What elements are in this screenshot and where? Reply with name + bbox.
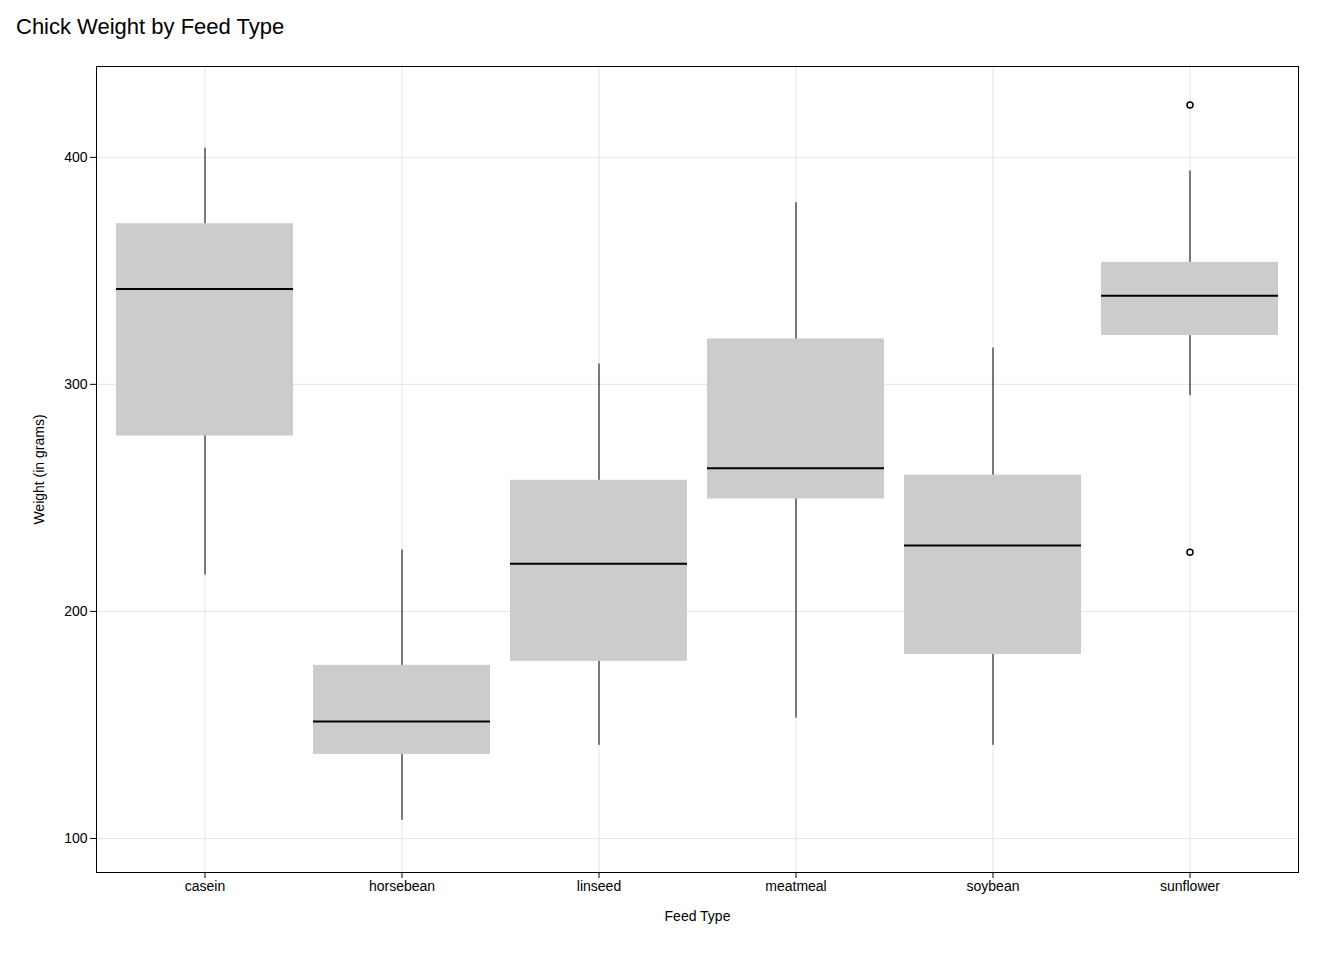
svg-text:sunflower: sunflower xyxy=(1160,878,1220,894)
svg-text:Feed Type: Feed Type xyxy=(665,908,731,924)
svg-text:100: 100 xyxy=(64,830,88,846)
svg-text:Weight (in grams): Weight (in grams) xyxy=(31,414,47,524)
svg-text:200: 200 xyxy=(64,603,88,619)
svg-text:linseed: linseed xyxy=(577,878,621,894)
svg-text:horsebean: horsebean xyxy=(369,878,435,894)
svg-text:soybean: soybean xyxy=(967,878,1020,894)
svg-text:meatmeal: meatmeal xyxy=(765,878,826,894)
svg-text:300: 300 xyxy=(64,376,88,392)
html-text:Chick Weight by Feed Type: Chick Weight by Feed Type xyxy=(16,14,285,39)
svg-text:400: 400 xyxy=(64,149,88,165)
svg-text:casein: casein xyxy=(185,878,225,894)
